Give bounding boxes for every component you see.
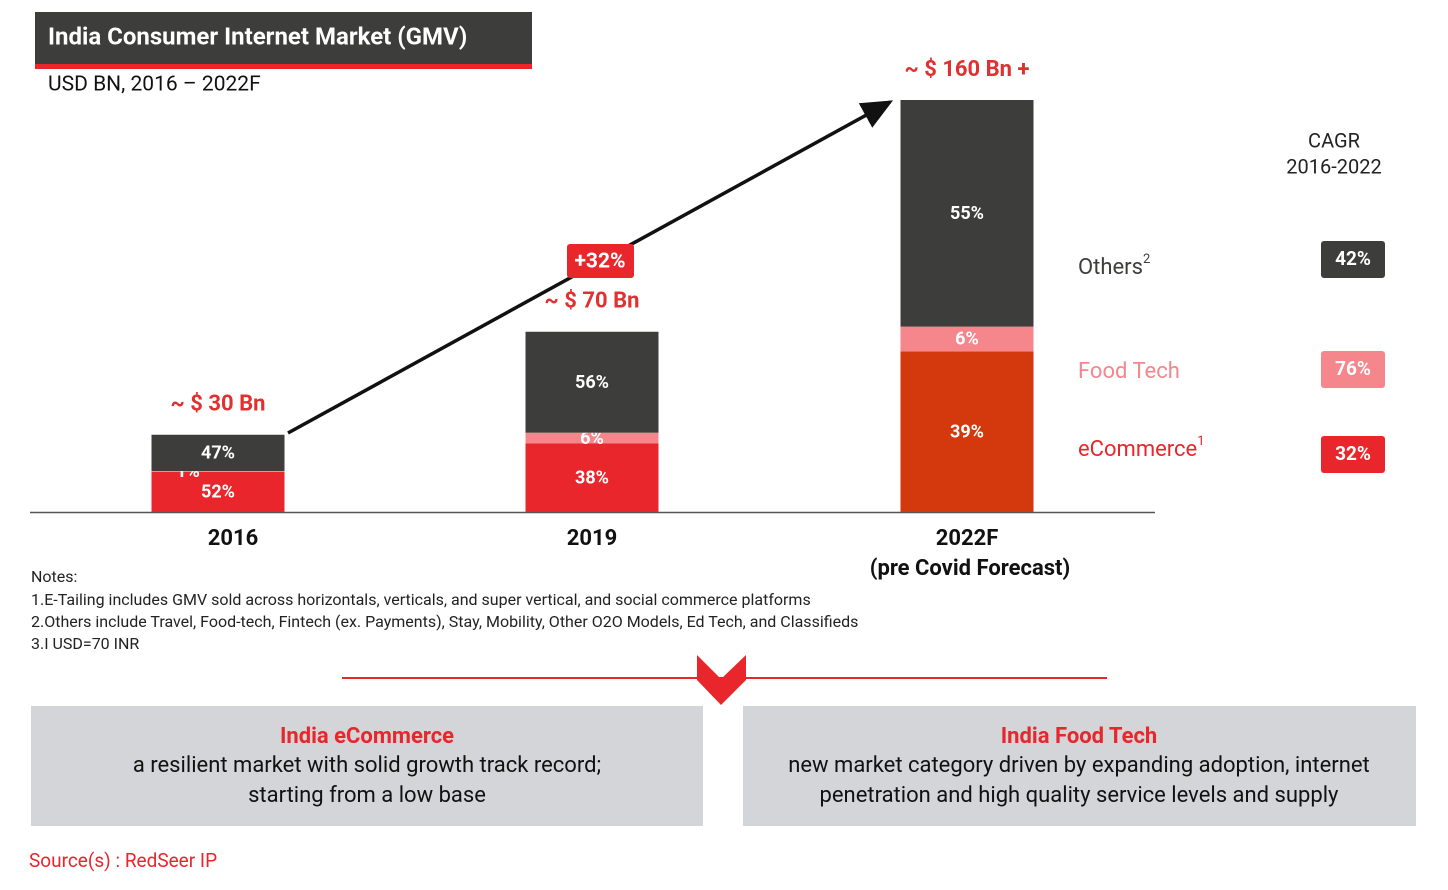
segment-label: 38%	[575, 468, 609, 489]
bar-segment	[151, 471, 285, 512]
note: 3.I USD=70 INR	[31, 634, 139, 653]
cagr-title: CAGR	[1308, 128, 1360, 152]
bar-segment	[900, 351, 1034, 512]
legend-name: Food Tech	[1078, 359, 1180, 384]
total-label: ~ $ 30 Bn	[171, 392, 266, 417]
cagr-label: 32%	[1335, 442, 1371, 465]
segment-label: 52%	[201, 482, 235, 503]
segment-label: 39%	[950, 421, 984, 442]
cagr-label: 42%	[1335, 247, 1371, 270]
takeaway-box	[743, 706, 1416, 826]
cagr-label: 76%	[1335, 357, 1371, 380]
chart-subtitle: USD BN, 2016 – 2022F	[48, 73, 261, 97]
takeaway-title: India eCommerce	[280, 724, 454, 749]
bar-segment	[525, 443, 659, 512]
total-label: ~ $ 70 Bn	[545, 289, 640, 314]
segment-label: 6%	[955, 329, 979, 350]
takeaway-line: new market category driven by expanding …	[788, 753, 1370, 778]
chevron	[697, 655, 746, 705]
segment-label: 56%	[575, 372, 609, 393]
bar-segment	[151, 434, 285, 472]
cagr-subtitle: 2016-2022	[1286, 154, 1381, 178]
bar-segment	[525, 331, 659, 433]
cagr-badge	[1321, 351, 1385, 388]
segment-label: 47%	[201, 443, 235, 464]
takeaway-line: starting from a low base	[248, 783, 486, 808]
growth-label: +32%	[574, 250, 625, 274]
x-tick-label: 2016	[208, 526, 259, 551]
title-box	[35, 12, 532, 64]
legend-label: eCommerce1	[1078, 434, 1205, 461]
note: 1.E-Tailing includes GMV sold across hor…	[31, 590, 811, 609]
bar-segment	[151, 471, 285, 472]
category-note: (pre Covid Forecast)	[870, 556, 1070, 581]
bar-segment	[900, 100, 1034, 327]
bar-segment	[525, 432, 659, 444]
growth-badge	[567, 244, 634, 278]
legend-note-ref: 1	[1197, 434, 1204, 449]
takeaway-title: India Food Tech	[1001, 724, 1157, 749]
title-underline	[35, 64, 532, 69]
total-label: ~ $ 160 Bn +	[905, 57, 1030, 82]
notes-heading: Notes:	[31, 567, 77, 586]
bar-segment	[900, 326, 1034, 352]
segment-label: 55%	[950, 203, 984, 224]
cagr-badge	[1321, 241, 1385, 278]
takeaway-box	[31, 706, 703, 826]
legend-name: eCommerce	[1078, 437, 1197, 462]
chart-title: India Consumer Internet Market (GMV)	[48, 22, 467, 50]
segment-label: 6%	[580, 428, 604, 449]
x-tick-label: 2019	[567, 526, 618, 551]
note: 2.Others include Travel, Food-tech, Fint…	[31, 612, 858, 631]
takeaway-line: a resilient market with solid growth tra…	[133, 753, 601, 778]
legend-label: Others2	[1078, 252, 1150, 279]
source: Source(s) : RedSeer IP	[29, 849, 217, 872]
legend-label: Food Tech	[1078, 359, 1180, 384]
cagr-badge	[1321, 436, 1385, 473]
takeaway-line: penetration and high quality service lev…	[820, 783, 1340, 808]
legend-note-ref: 2	[1143, 252, 1150, 267]
x-tick-label: 2022F	[936, 526, 999, 551]
legend-name: Others	[1078, 255, 1143, 280]
